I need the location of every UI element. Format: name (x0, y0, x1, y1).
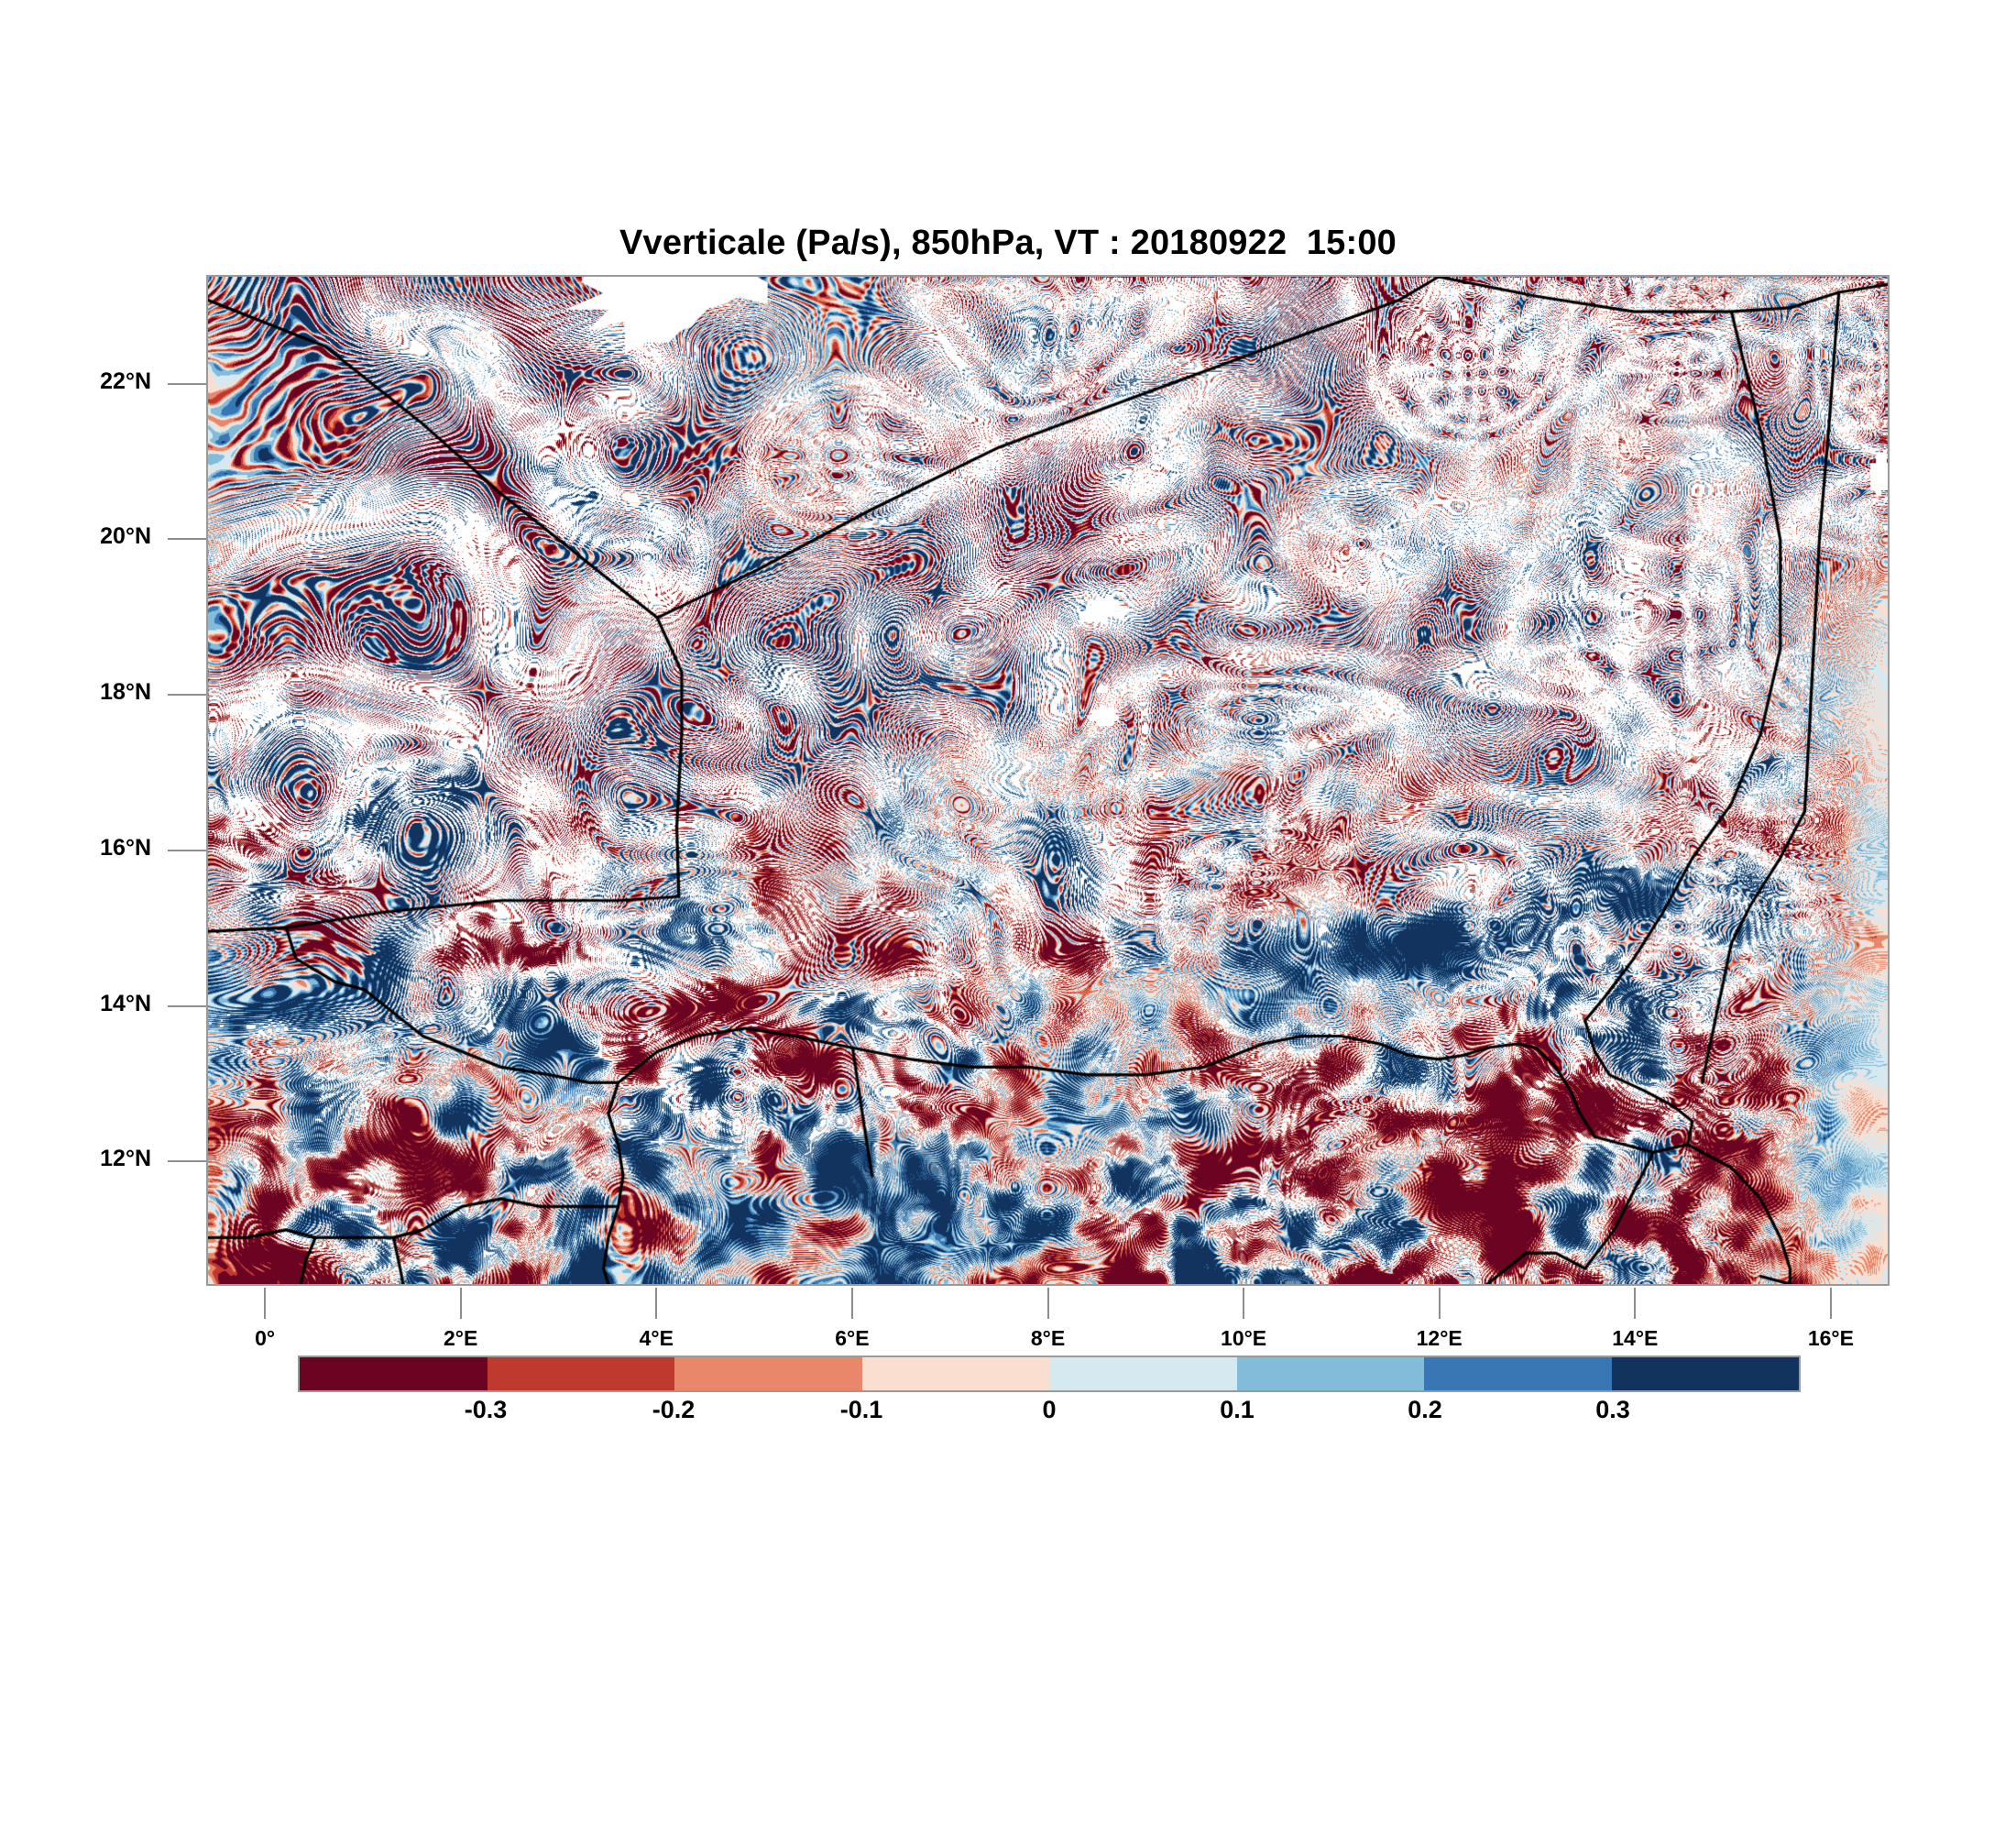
colorbar-tick-label: 0.3 (1595, 1396, 1630, 1423)
y-tick-label: 16°N (100, 834, 151, 861)
x-tick-mark (1046, 1288, 1049, 1319)
x-tick-label: 2°E (444, 1326, 478, 1350)
colorbar-band-3 (861, 1357, 1049, 1390)
colorbar-tick-label: 0 (1042, 1396, 1057, 1423)
y-tick-mark (168, 538, 206, 541)
y-tick-label: 20°N (100, 523, 151, 550)
colorbar-band-0 (300, 1357, 488, 1390)
colorbar-band-1 (487, 1357, 674, 1390)
colorbar-tick-label: -0.1 (839, 1396, 883, 1423)
x-tick-mark (1634, 1288, 1637, 1319)
x-tick-mark (459, 1288, 462, 1319)
x-tick-label: 0° (255, 1326, 276, 1350)
colorbar-bands (298, 1356, 1801, 1392)
y-tick-mark (168, 382, 206, 385)
chart-title: Vverticale (Pa/s), 850hPa, VT : 20180922… (619, 224, 1397, 262)
x-tick-mark (850, 1288, 853, 1319)
x-tick-label: 14°E (1612, 1326, 1659, 1350)
y-tick-label: 18°N (100, 679, 151, 706)
x-tick-mark (1243, 1288, 1245, 1319)
x-tick-label: 6°E (835, 1326, 870, 1350)
x-tick-label: 16°E (1807, 1326, 1854, 1350)
colorbar-band-4 (1049, 1357, 1237, 1390)
x-tick-label: 4°E (639, 1326, 674, 1350)
colorbar-band-7 (1611, 1357, 1799, 1390)
x-tick-mark (655, 1288, 658, 1319)
x-tick-mark (264, 1288, 267, 1319)
colorbar: -0.3 -0.2 -0.1 0 0.1 0.2 0.3 (298, 1356, 1801, 1423)
colorbar-tick-label: 0.2 (1408, 1396, 1442, 1423)
colorbar-tick-label: -0.2 (652, 1396, 696, 1423)
vertical-velocity-heatmap (208, 277, 1888, 1284)
y-tick-label: 22°N (100, 368, 151, 394)
y-tick-mark (168, 849, 206, 851)
y-tick-mark (168, 694, 206, 697)
colorbar-band-6 (1424, 1357, 1612, 1390)
colorbar-tick-label: 0.1 (1220, 1396, 1255, 1423)
y-tick-mark (168, 1004, 206, 1007)
colorbar-band-5 (1236, 1357, 1424, 1390)
x-tick-label: 10°E (1221, 1326, 1267, 1350)
colorbar-tick-label: -0.3 (464, 1396, 508, 1423)
y-tick-label: 14°N (100, 990, 151, 1016)
x-tick-label: 8°E (1030, 1326, 1066, 1350)
x-tick-label: 12°E (1416, 1326, 1463, 1350)
map-plot-area (206, 275, 1890, 1286)
x-tick-mark (1438, 1288, 1441, 1319)
colorbar-band-2 (674, 1357, 862, 1390)
y-tick-mark (168, 1160, 206, 1163)
y-tick-label: 12°N (100, 1146, 151, 1172)
x-tick-mark (1829, 1288, 1832, 1319)
